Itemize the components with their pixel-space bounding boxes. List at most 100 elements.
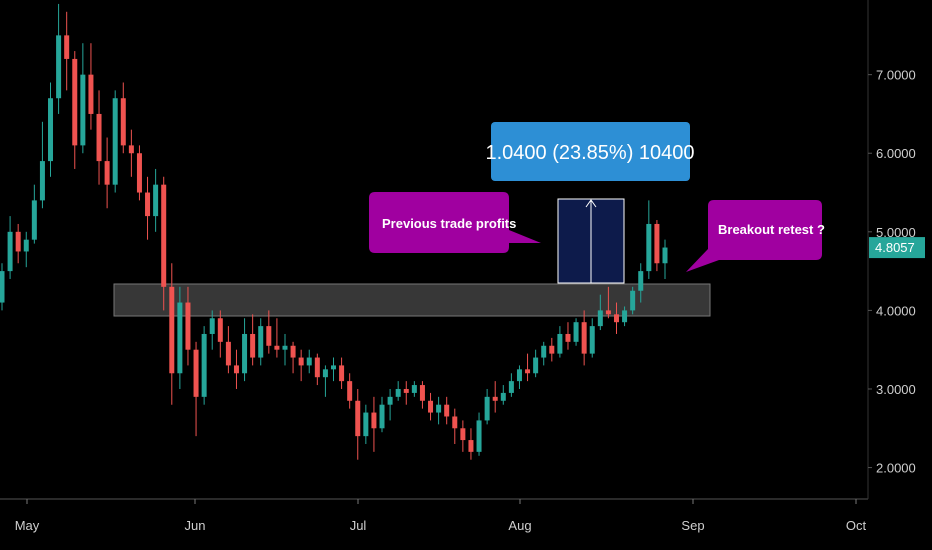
candle [339,357,345,389]
callout-bubble [369,192,541,253]
candle-body [371,412,377,429]
candle [136,145,142,201]
candle [39,121,45,209]
candle [7,216,13,279]
candle [581,310,587,366]
candle [419,381,425,409]
x-tick-label: Sep [681,518,704,533]
candle-body [630,290,636,311]
candle [605,286,611,319]
x-tick-label: Aug [508,518,531,533]
last-price-tag: 4.8057 [869,237,925,259]
candle-body [266,326,272,346]
candle-body [484,396,490,421]
candle-body [136,153,142,193]
candle [250,314,256,366]
candle-body [347,381,353,401]
y-tick-label: 5.0000 [876,225,916,240]
x-tick-label: Jul [350,518,367,533]
candle-body [411,385,417,393]
candle [516,365,522,389]
candle [452,408,458,444]
candle-body [613,314,619,323]
candle-body [298,357,304,366]
candle [314,353,320,386]
candle-body [444,404,450,417]
candle [242,318,248,382]
x-axis: May Jun Jul Aug Sep Oct [15,499,867,533]
candle-body [290,345,296,358]
candle [193,341,199,437]
candle-body [541,345,547,358]
candle [492,381,498,413]
candle [573,318,579,346]
candle [476,412,482,456]
callout-breakout-retest[interactable]: Breakout retest ? [686,200,825,272]
candle [363,404,369,444]
candle [387,388,393,421]
measure-label: 1.0400 (23.85%) 10400 [485,142,694,164]
candle [322,365,328,397]
candle-body [339,365,345,382]
candle [298,349,304,382]
candle-body [419,385,425,401]
candle [31,184,37,244]
candle [80,43,86,154]
candle-body [516,369,522,382]
candle-body [39,161,45,201]
candle-body [331,365,336,370]
x-tick-label: May [15,518,40,533]
x-tick-label: Oct [846,518,867,533]
candle [120,82,126,154]
candle [217,310,223,358]
arrow-up-icon [585,199,597,208]
candle-body [15,231,21,252]
candle-body [145,192,151,217]
candle [597,294,603,331]
candle [225,326,231,374]
candle [613,302,619,334]
candle [161,176,167,311]
candle-body [282,345,288,350]
callout-1-text: Previous trade profits [382,216,516,231]
candle-body [646,223,652,272]
candle-body [597,310,603,327]
candle-body [565,333,571,342]
candle-body [7,231,13,272]
candle-body [242,333,248,374]
candle-body [72,58,78,146]
candle-body [64,35,70,59]
candle [654,220,660,272]
candle-body [250,333,256,358]
price-tag-bg [869,237,925,259]
candle-body [56,35,62,99]
price-range-measure[interactable]: 1.0400 (23.85%) 10400 [485,122,695,284]
y-tick-label: 7.0000 [876,68,916,83]
candle-body [225,341,231,366]
candle-body [88,74,94,114]
candle-body [355,400,361,437]
candle-body [48,98,54,162]
candle-body [112,98,118,185]
candles-group [0,3,668,460]
candle-body [169,286,175,374]
candle-body [217,318,223,342]
x-tick-label: Jun [185,518,206,533]
candle-body [468,440,474,452]
candle [169,263,175,405]
candle [104,137,110,209]
candle [403,381,409,405]
candle-body [557,333,563,354]
measure-label-box [491,122,690,181]
candle-body [428,400,434,413]
candle-body [128,145,134,154]
candle-body [31,200,37,240]
candle-body [436,404,442,413]
candle-body [306,357,312,366]
candle-body [363,412,369,437]
candle-body [80,74,86,146]
candle [128,129,134,177]
callout-previous-trade[interactable]: Previous trade profits [369,192,541,253]
